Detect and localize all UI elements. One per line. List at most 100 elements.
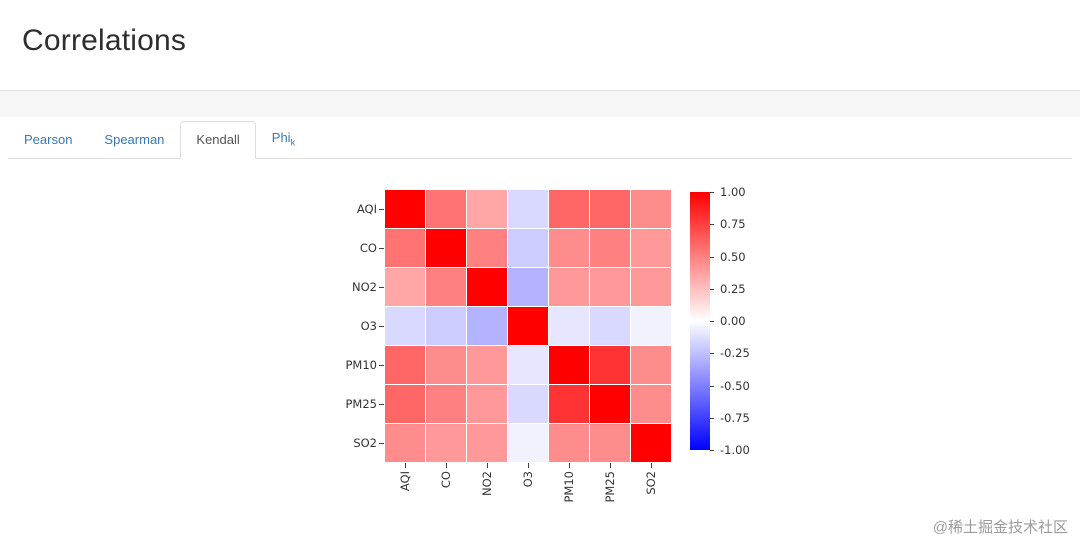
heatmap-cell-AQI-SO2	[631, 190, 671, 228]
x-tick-label-NO2: NO2	[465, 471, 509, 496]
y-tick-label-CO: CO	[359, 241, 377, 255]
x-tick-mark	[610, 463, 611, 468]
colorbar-tick-mark	[710, 385, 714, 387]
y-tick-mark	[379, 209, 384, 210]
heatmap-cell-CO-NO2	[467, 229, 507, 267]
x-tick-label-text: O3	[521, 471, 535, 488]
y-tick-label-SO2: SO2	[353, 436, 377, 450]
tab-label: Pearson	[24, 131, 73, 147]
colorbar-tick-mark	[710, 450, 714, 451]
x-tick-label-PM10: PM10	[547, 471, 591, 503]
heatmap-cell-PM25-CO	[426, 385, 466, 423]
heatmap-cell-PM10-SO2	[631, 346, 671, 384]
heatmap-cell-SO2-AQI	[385, 424, 425, 462]
heatmap-cell-SO2-CO	[426, 424, 466, 462]
heatmap-cell-PM10-O3	[508, 346, 548, 384]
heatmap-cell-PM10-PM25	[590, 346, 630, 384]
y-tick-mark	[379, 443, 384, 444]
heatmap-cell-SO2-NO2	[467, 424, 507, 462]
tab-phik[interactable]: Phik	[256, 119, 311, 159]
heatmap-cell-AQI-O3	[508, 190, 548, 228]
heatmap-cell-O3-O3	[508, 307, 548, 345]
colorbar-tick-label: 0.50	[720, 249, 746, 264]
heatmap-cell-PM25-PM10	[549, 385, 589, 423]
heatmap-cell-NO2-PM25	[590, 268, 630, 306]
y-tick-label-PM25: PM25	[345, 397, 378, 411]
x-tick-mark	[487, 463, 488, 468]
colorbar-tick-label: 0.00	[720, 314, 746, 328]
tab-spearman[interactable]: Spearman	[88, 121, 180, 159]
colorbar-tick-label: -1.00	[720, 443, 750, 457]
heatmap-cell-SO2-SO2	[631, 424, 671, 462]
colorbar-tick-label: 1.00	[720, 185, 746, 199]
heatmap-cell-PM10-CO	[426, 346, 466, 384]
x-tick-mark	[528, 463, 529, 468]
heatmap-cell-O3-SO2	[631, 307, 671, 345]
x-tick-label-text: CO	[439, 471, 453, 489]
tab-kendall[interactable]: Kendall	[180, 120, 256, 159]
y-tick-mark	[379, 287, 384, 288]
correlation-tabs: Pearson Spearman Kendall Phik	[8, 119, 1072, 159]
header-divider	[0, 90, 1080, 91]
x-tick-label-AQI: AQI	[383, 471, 427, 491]
heatmap-cell-SO2-PM25	[590, 424, 630, 462]
x-tick-mark	[405, 463, 406, 468]
heatmap-cell-PM25-O3	[508, 385, 548, 423]
colorbar-tick-mark	[710, 192, 714, 193]
heatmap-cell-NO2-AQI	[385, 268, 425, 306]
y-tick-mark	[379, 404, 384, 405]
colorbar	[690, 192, 710, 450]
colorbar-tick-mark	[710, 288, 714, 290]
heatmap-cell-CO-AQI	[385, 229, 425, 267]
y-tick-label-AQI: AQI	[356, 202, 377, 216]
heatmap-cell-O3-NO2	[467, 307, 507, 345]
y-tick-label-O3: O3	[360, 319, 377, 333]
heatmap-grid	[385, 190, 671, 462]
tab-label: Kendall	[196, 131, 240, 147]
tab-label-subscript: k	[290, 137, 296, 148]
x-tick-mark	[446, 463, 447, 468]
heatmap-cell-PM10-AQI	[385, 346, 425, 384]
heatmap-cell-O3-PM10	[549, 307, 589, 345]
tab-pearson[interactable]: Pearson	[8, 121, 88, 159]
heatmap-cell-CO-O3	[508, 229, 548, 267]
heatmap-cell-NO2-NO2	[467, 268, 507, 306]
heatmap-cell-NO2-PM10	[549, 268, 589, 306]
colorbar-tick-mark	[710, 224, 714, 226]
x-tick-label-text: SO2	[644, 471, 658, 495]
x-tick-label-text: NO2	[480, 471, 494, 496]
y-tick-mark	[379, 365, 384, 366]
colorbar-tick-label: 0.75	[720, 217, 746, 232]
tab-label: Spearman	[104, 131, 165, 147]
heatmap-cell-CO-SO2	[631, 229, 671, 267]
y-tick-label-NO2: NO2	[352, 280, 377, 294]
x-tick-mark	[651, 463, 652, 468]
colorbar-tick-mark	[710, 256, 714, 258]
heatmap-cell-CO-PM10	[549, 229, 589, 267]
x-tick-label-text: PM25	[603, 471, 617, 503]
heatmap-cell-CO-CO	[426, 229, 466, 267]
y-tick-mark	[379, 326, 384, 327]
heatmap-cell-SO2-O3	[508, 424, 548, 462]
heatmap-cell-O3-CO	[426, 307, 466, 345]
tab-label: Phi	[271, 129, 291, 145]
colorbar-tick-mark	[710, 321, 714, 322]
heatmap-cell-PM25-NO2	[467, 385, 507, 423]
section-band	[0, 91, 1080, 117]
heatmap-cell-AQI-PM10	[549, 190, 589, 228]
heatmap-cell-O3-AQI	[385, 307, 425, 345]
heatmap-cell-AQI-CO	[426, 190, 466, 228]
heatmap-cell-PM25-AQI	[385, 385, 425, 423]
heatmap-cell-NO2-O3	[508, 268, 548, 306]
x-tick-mark	[569, 463, 570, 468]
x-tick-label-CO: CO	[424, 471, 468, 488]
heatmap-cell-AQI-PM25	[590, 190, 630, 228]
y-tick-label-PM10: PM10	[345, 358, 378, 372]
colorbar-tick-mark	[710, 417, 714, 419]
heatmap-cell-AQI-NO2	[467, 190, 507, 228]
colorbar-tick-label: -0.50	[720, 378, 750, 393]
page-title: Correlations	[22, 24, 187, 57]
heatmap-cell-NO2-SO2	[631, 268, 671, 306]
colorbar-tick-label: -0.75	[720, 410, 750, 425]
